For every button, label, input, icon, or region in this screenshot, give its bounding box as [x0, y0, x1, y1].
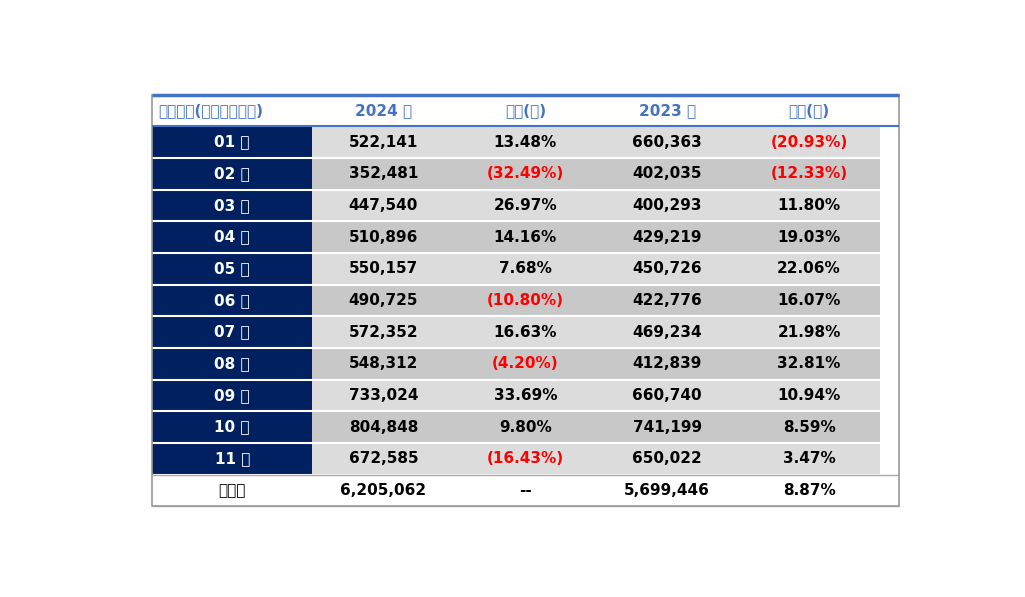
Text: 26.97%: 26.97% — [493, 198, 558, 213]
Text: 422,776: 422,776 — [632, 293, 702, 308]
Text: 16.63%: 16.63% — [494, 325, 557, 340]
Text: 672,585: 672,585 — [348, 451, 418, 466]
Text: 鴻海精密工業: 鴻海精密工業 — [590, 363, 746, 442]
Text: 16.07%: 16.07% — [777, 293, 840, 308]
Text: 19.03%: 19.03% — [777, 230, 840, 245]
Text: 02 月: 02 月 — [214, 167, 250, 181]
Text: 04 月: 04 月 — [214, 230, 250, 245]
Text: 09 月: 09 月 — [214, 388, 250, 403]
Bar — [313, 158, 880, 190]
Text: 447,540: 447,540 — [348, 198, 418, 213]
Text: 8.87%: 8.87% — [783, 483, 835, 498]
Bar — [152, 443, 313, 475]
Text: 490,725: 490,725 — [348, 293, 418, 308]
Text: 8.59%: 8.59% — [783, 420, 835, 435]
Text: (16.43%): (16.43%) — [487, 451, 564, 466]
Text: 3.47%: 3.47% — [783, 451, 835, 466]
Text: 402,035: 402,035 — [632, 167, 702, 181]
Text: 2023 年: 2023 年 — [639, 103, 696, 118]
Text: 469,234: 469,234 — [632, 325, 702, 340]
Text: (32.49%): (32.49%) — [487, 167, 564, 181]
Bar — [313, 127, 880, 158]
Text: 412,839: 412,839 — [632, 356, 702, 371]
Text: 33.69%: 33.69% — [494, 388, 557, 403]
Bar — [313, 443, 880, 475]
Bar — [152, 190, 313, 221]
Text: 548,312: 548,312 — [348, 356, 418, 371]
Bar — [313, 221, 880, 253]
Text: 13.48%: 13.48% — [494, 135, 557, 150]
Bar — [152, 348, 313, 380]
Text: 06 月: 06 月 — [214, 293, 250, 308]
Text: (20.93%): (20.93%) — [771, 135, 848, 150]
Bar — [313, 253, 880, 285]
Text: --: -- — [519, 483, 532, 498]
Bar — [152, 316, 313, 348]
Bar — [313, 380, 880, 411]
Text: 650,022: 650,022 — [632, 451, 702, 466]
Bar — [313, 316, 880, 348]
Text: (4.20%): (4.20%) — [492, 356, 559, 371]
Bar — [313, 285, 880, 316]
Text: 429,219: 429,219 — [632, 230, 702, 245]
Bar — [152, 253, 313, 285]
Text: 22.06%: 22.06% — [777, 261, 840, 276]
Bar — [152, 380, 313, 411]
Bar — [152, 158, 313, 190]
Text: 5,699,446: 5,699,446 — [624, 483, 710, 498]
Bar — [152, 127, 313, 158]
Text: 352,481: 352,481 — [348, 167, 418, 181]
Text: 450,726: 450,726 — [632, 261, 702, 276]
Bar — [313, 411, 880, 443]
Text: 733,024: 733,024 — [348, 388, 418, 403]
Text: 年增(減): 年增(減) — [788, 103, 829, 118]
Text: 6,205,062: 6,205,062 — [340, 483, 426, 498]
Bar — [152, 94, 899, 506]
Text: (10.80%): (10.80%) — [487, 293, 564, 308]
Text: 400,293: 400,293 — [632, 198, 702, 213]
Text: 660,363: 660,363 — [632, 135, 702, 150]
Text: 05 月: 05 月 — [214, 261, 250, 276]
Text: 11.80%: 11.80% — [778, 198, 840, 213]
Bar — [313, 190, 880, 221]
Text: 11 月: 11 月 — [214, 451, 250, 466]
Text: 9.80%: 9.80% — [499, 420, 551, 435]
Text: 741,199: 741,199 — [632, 420, 702, 435]
Text: 14.16%: 14.16% — [494, 230, 557, 245]
Text: 月增(減): 月增(減) — [504, 103, 546, 118]
Text: 營業收入(新台幣百萬元): 營業收入(新台幣百萬元) — [158, 103, 263, 118]
Text: 522,141: 522,141 — [348, 135, 418, 150]
Text: 10 月: 10 月 — [214, 420, 250, 435]
Text: 550,157: 550,157 — [348, 261, 418, 276]
Text: 10.94%: 10.94% — [777, 388, 840, 403]
Text: 510,896: 510,896 — [348, 230, 418, 245]
Bar — [152, 285, 313, 316]
Text: 2024 年: 2024 年 — [355, 103, 412, 118]
Bar — [313, 348, 880, 380]
Text: 08 月: 08 月 — [214, 356, 250, 371]
Text: (12.33%): (12.33%) — [771, 167, 848, 181]
Text: 07 月: 07 月 — [214, 325, 250, 340]
Text: 660,740: 660,740 — [632, 388, 702, 403]
Bar — [152, 475, 899, 506]
Text: 32.81%: 32.81% — [777, 356, 840, 371]
Text: 804,848: 804,848 — [348, 420, 418, 435]
Text: 7.68%: 7.68% — [499, 261, 551, 276]
Text: 01 月: 01 月 — [214, 135, 250, 150]
Text: 03 月: 03 月 — [214, 198, 250, 213]
Text: 572,352: 572,352 — [348, 325, 418, 340]
Bar — [152, 221, 313, 253]
Text: 21.98%: 21.98% — [777, 325, 840, 340]
Text: 累　計: 累 計 — [218, 483, 246, 498]
Bar — [152, 411, 313, 443]
